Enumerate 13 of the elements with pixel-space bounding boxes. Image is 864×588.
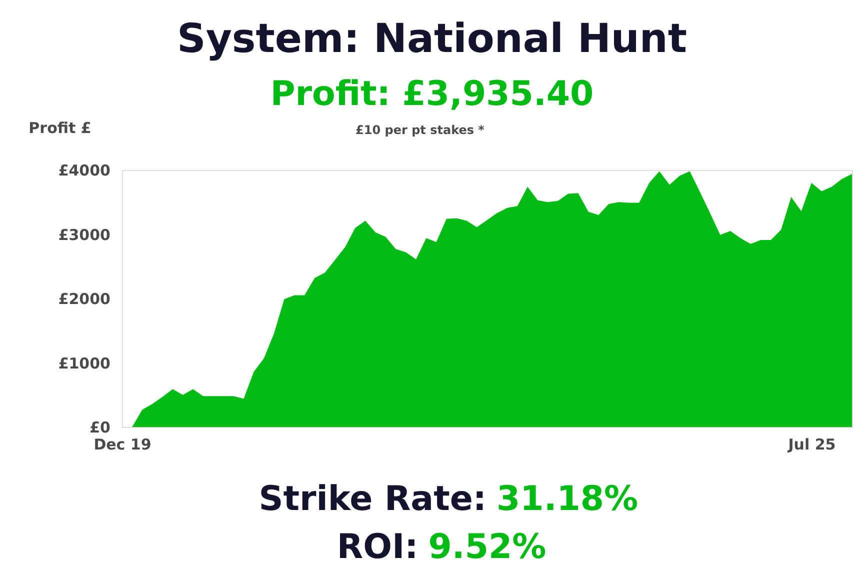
x-tick-label: Dec 19 bbox=[94, 436, 152, 454]
y-tick-label: £0 bbox=[90, 418, 110, 436]
y-axis-title: Profit £ bbox=[28, 119, 92, 137]
text: £10 per pt stakes * bbox=[356, 123, 486, 137]
y-tick-label: £2000 bbox=[58, 290, 110, 308]
y-tick-label: £1000 bbox=[58, 354, 110, 372]
chart-title: System: National Hunt bbox=[177, 16, 687, 62]
y-tick-label: £3000 bbox=[58, 226, 110, 244]
x-tick-label: Jul 25 bbox=[787, 436, 836, 454]
chart-subtitle: Profit: £3,935.40 bbox=[270, 74, 594, 114]
y-tick-label: £4000 bbox=[58, 162, 110, 180]
text: Strike Rate: 31.18% bbox=[258, 479, 638, 519]
text: ROI: 9.52% bbox=[336, 527, 546, 567]
